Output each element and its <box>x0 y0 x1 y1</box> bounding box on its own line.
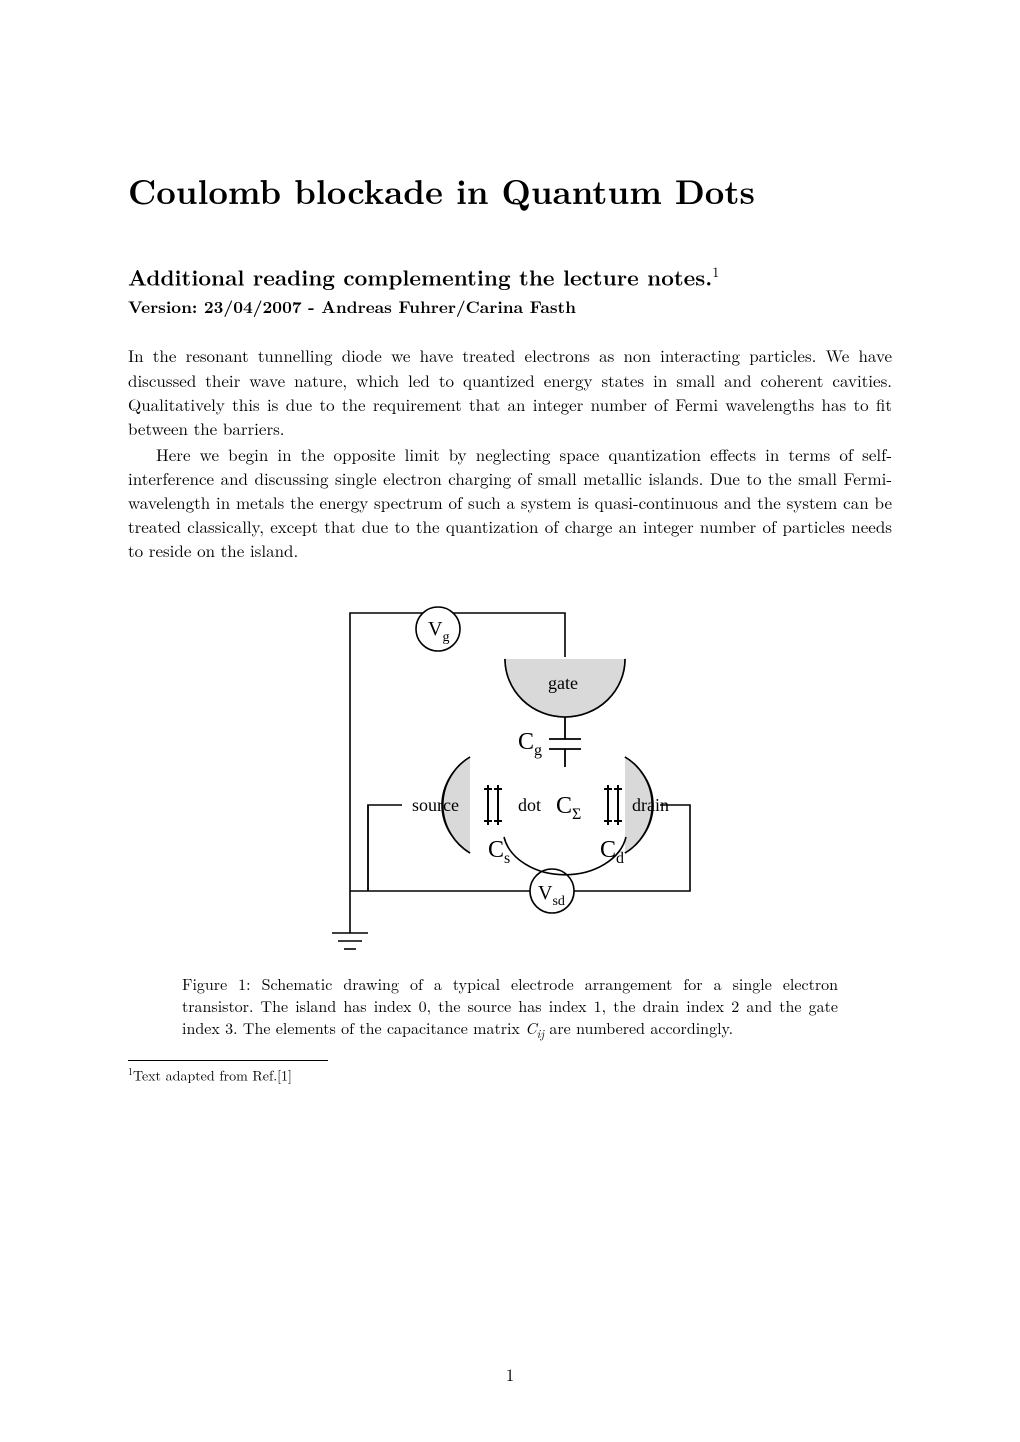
document-title: Coulomb blockade in Quantum Dots <box>128 170 892 213</box>
caption-lead: Figure 1: <box>182 972 262 995</box>
label-gate: gate <box>548 673 578 693</box>
page-number: 1 <box>0 1362 1020 1386</box>
label-dot: dot <box>518 795 541 815</box>
label-drain: drain <box>632 795 669 815</box>
page: Coulomb blockade in Quantum Dots Additio… <box>0 0 1020 1442</box>
figure-1: Vg Vsd gate source drain dot Cg Cs Cd CΣ… <box>128 589 892 1043</box>
paragraph-2: Here we begin in the opposite limit by n… <box>128 442 892 563</box>
footnote-rule <box>128 1060 328 1061</box>
caption-cvar: C <box>525 1016 536 1039</box>
label-source: source <box>412 795 459 815</box>
subtitle-footnote-ref: 1 <box>712 262 719 282</box>
paragraph-1: In the resonant tunnelling diode we have… <box>128 343 892 440</box>
subtitle-text: Additional reading complementing the lec… <box>128 261 712 292</box>
footnote-1: 1Text adapted from Ref.[1] <box>128 1065 892 1085</box>
label-csigma: CΣ <box>556 793 581 823</box>
label-cs: Cs <box>488 837 510 867</box>
figure-caption: Figure 1: Schematic drawing of a typical… <box>182 973 838 1043</box>
caption-sub: ij <box>537 1025 544 1042</box>
subtitle: Additional reading complementing the lec… <box>128 263 892 292</box>
footnote-text: Text adapted from Ref.[1] <box>133 1066 292 1086</box>
label-cg: Cg <box>518 729 542 759</box>
caption-body-b: are numbered accordingly. <box>544 1016 733 1039</box>
caption-body-a: Schematic drawing of a typical electrode… <box>182 972 838 1039</box>
version-line: Version: 23/04/2007 - Andreas Fuhrer/Car… <box>128 295 892 319</box>
label-cd: Cd <box>600 837 624 867</box>
schematic-svg: Vg Vsd gate source drain dot Cg Cs Cd CΣ <box>290 589 730 959</box>
